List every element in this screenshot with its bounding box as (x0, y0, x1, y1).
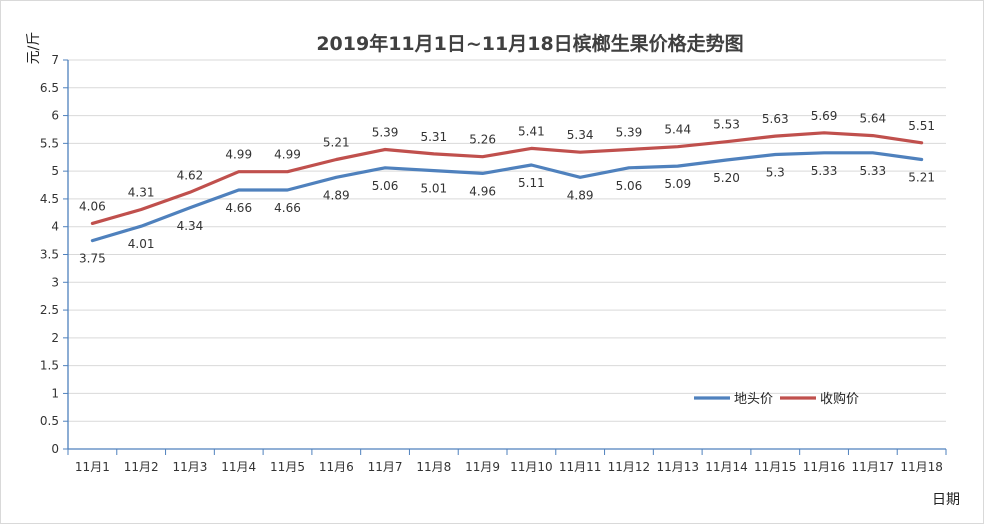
data-label: 4.31 (128, 185, 155, 199)
data-label: 5.06 (616, 179, 643, 193)
y-tick-label: 3 (51, 275, 59, 289)
x-tick-label: 11月2 (124, 460, 159, 474)
data-label: 5.39 (616, 125, 643, 139)
x-tick-label: 11月12 (608, 460, 651, 474)
data-label: 5.39 (372, 125, 399, 139)
x-tick-label: 11月7 (368, 460, 403, 474)
data-label: 5.21 (908, 170, 935, 184)
data-label: 5.33 (811, 164, 838, 178)
y-tick-label: 3.5 (40, 248, 59, 262)
legend: 地头价 收购价 (694, 391, 859, 407)
data-label: 5.33 (859, 164, 886, 178)
legend-label: 收购价 (820, 391, 859, 407)
data-label: 5.11 (518, 176, 545, 190)
data-label: 5.69 (811, 109, 838, 123)
x-tick-label: 11月1 (75, 460, 110, 474)
data-label: 4.34 (177, 219, 204, 233)
axes: 0 0.5 1 1.5 2 2.5 3 3.5 4 4.5 5 5.5 6 6.5 7 11月1 11月2 11月… (40, 53, 947, 474)
x-tick-label: 11月3 (172, 460, 207, 474)
data-label: 5.63 (762, 112, 789, 126)
x-tick-label: 11月8 (416, 460, 451, 474)
y-tick-label: 5.5 (40, 136, 59, 150)
y-tick-label: 0 (51, 442, 59, 456)
x-axis-title: 日期 (932, 492, 960, 508)
legend-label: 地头价 (734, 392, 773, 407)
data-label: 5.26 (469, 133, 496, 147)
data-label: 5.20 (713, 171, 740, 185)
data-label: 5.64 (859, 112, 886, 126)
data-label: 4.89 (567, 188, 594, 202)
x-tick-label: 11月9 (465, 460, 500, 474)
data-label: 4.89 (323, 188, 350, 202)
x-tick-label: 11月17 (852, 460, 895, 474)
y-tick-label: 2.5 (40, 303, 59, 317)
x-tick-label: 11月14 (705, 460, 748, 474)
data-label: 4.99 (225, 148, 252, 162)
data-label: 4.01 (128, 237, 155, 251)
y-tick-label: 4 (51, 220, 59, 234)
data-label: 3.75 (79, 252, 106, 266)
x-tick-label: 11月5 (270, 460, 305, 474)
x-tick-label: 11月6 (319, 460, 354, 474)
data-label: 5.3 (766, 165, 785, 179)
data-labels: 3.75 4.01 4.34 4.66 4.66 4.89 5.06 5.01 4.96 5.11… (79, 109, 935, 266)
data-label: 4.66 (225, 201, 252, 215)
x-tick-label: 11月13 (656, 460, 699, 474)
x-tick-label: 11月10 (510, 460, 553, 474)
data-label: 5.21 (323, 135, 350, 149)
data-label: 4.96 (469, 184, 496, 198)
gridlines (68, 59, 946, 422)
y-tick-label: 5 (51, 164, 59, 178)
data-label: 5.31 (420, 130, 447, 144)
data-label: 5.44 (664, 123, 691, 137)
y-tick-label: 6 (51, 109, 59, 123)
x-tick-label: 11月15 (754, 460, 797, 474)
data-label: 5.01 (420, 182, 447, 196)
data-label: 4.06 (79, 199, 106, 213)
data-label: 4.62 (177, 168, 204, 182)
y-tick-label: 7 (51, 53, 59, 67)
y-tick-label: 6.5 (40, 81, 59, 95)
series-line (90, 131, 924, 225)
series-line (90, 151, 924, 243)
y-tick-label: 1 (51, 386, 59, 400)
data-label: 4.99 (274, 148, 301, 162)
x-tick-label: 11月4 (221, 460, 256, 474)
y-tick-label: 0.5 (40, 414, 59, 428)
y-tick-label: 4.5 (40, 192, 59, 206)
data-label: 5.41 (518, 124, 545, 138)
y-tick-label: 2 (51, 331, 59, 345)
data-label: 5.51 (908, 119, 935, 133)
data-label: 5.53 (713, 118, 740, 132)
series-lines (90, 131, 924, 243)
y-tick-label: 1.5 (40, 359, 59, 373)
data-label: 5.09 (664, 177, 691, 191)
data-label: 4.66 (274, 201, 301, 215)
x-tick-label: 11月16 (803, 460, 846, 474)
data-label: 5.34 (567, 128, 594, 142)
data-label: 5.06 (372, 179, 399, 193)
x-tick-label: 11月18 (900, 460, 943, 474)
chart-title: 2019年11月1日~11月18日槟榔生果价格走势图 (316, 32, 743, 55)
x-tick-label: 11月11 (559, 460, 602, 474)
y-axis-title: 元/斤 (26, 32, 42, 65)
